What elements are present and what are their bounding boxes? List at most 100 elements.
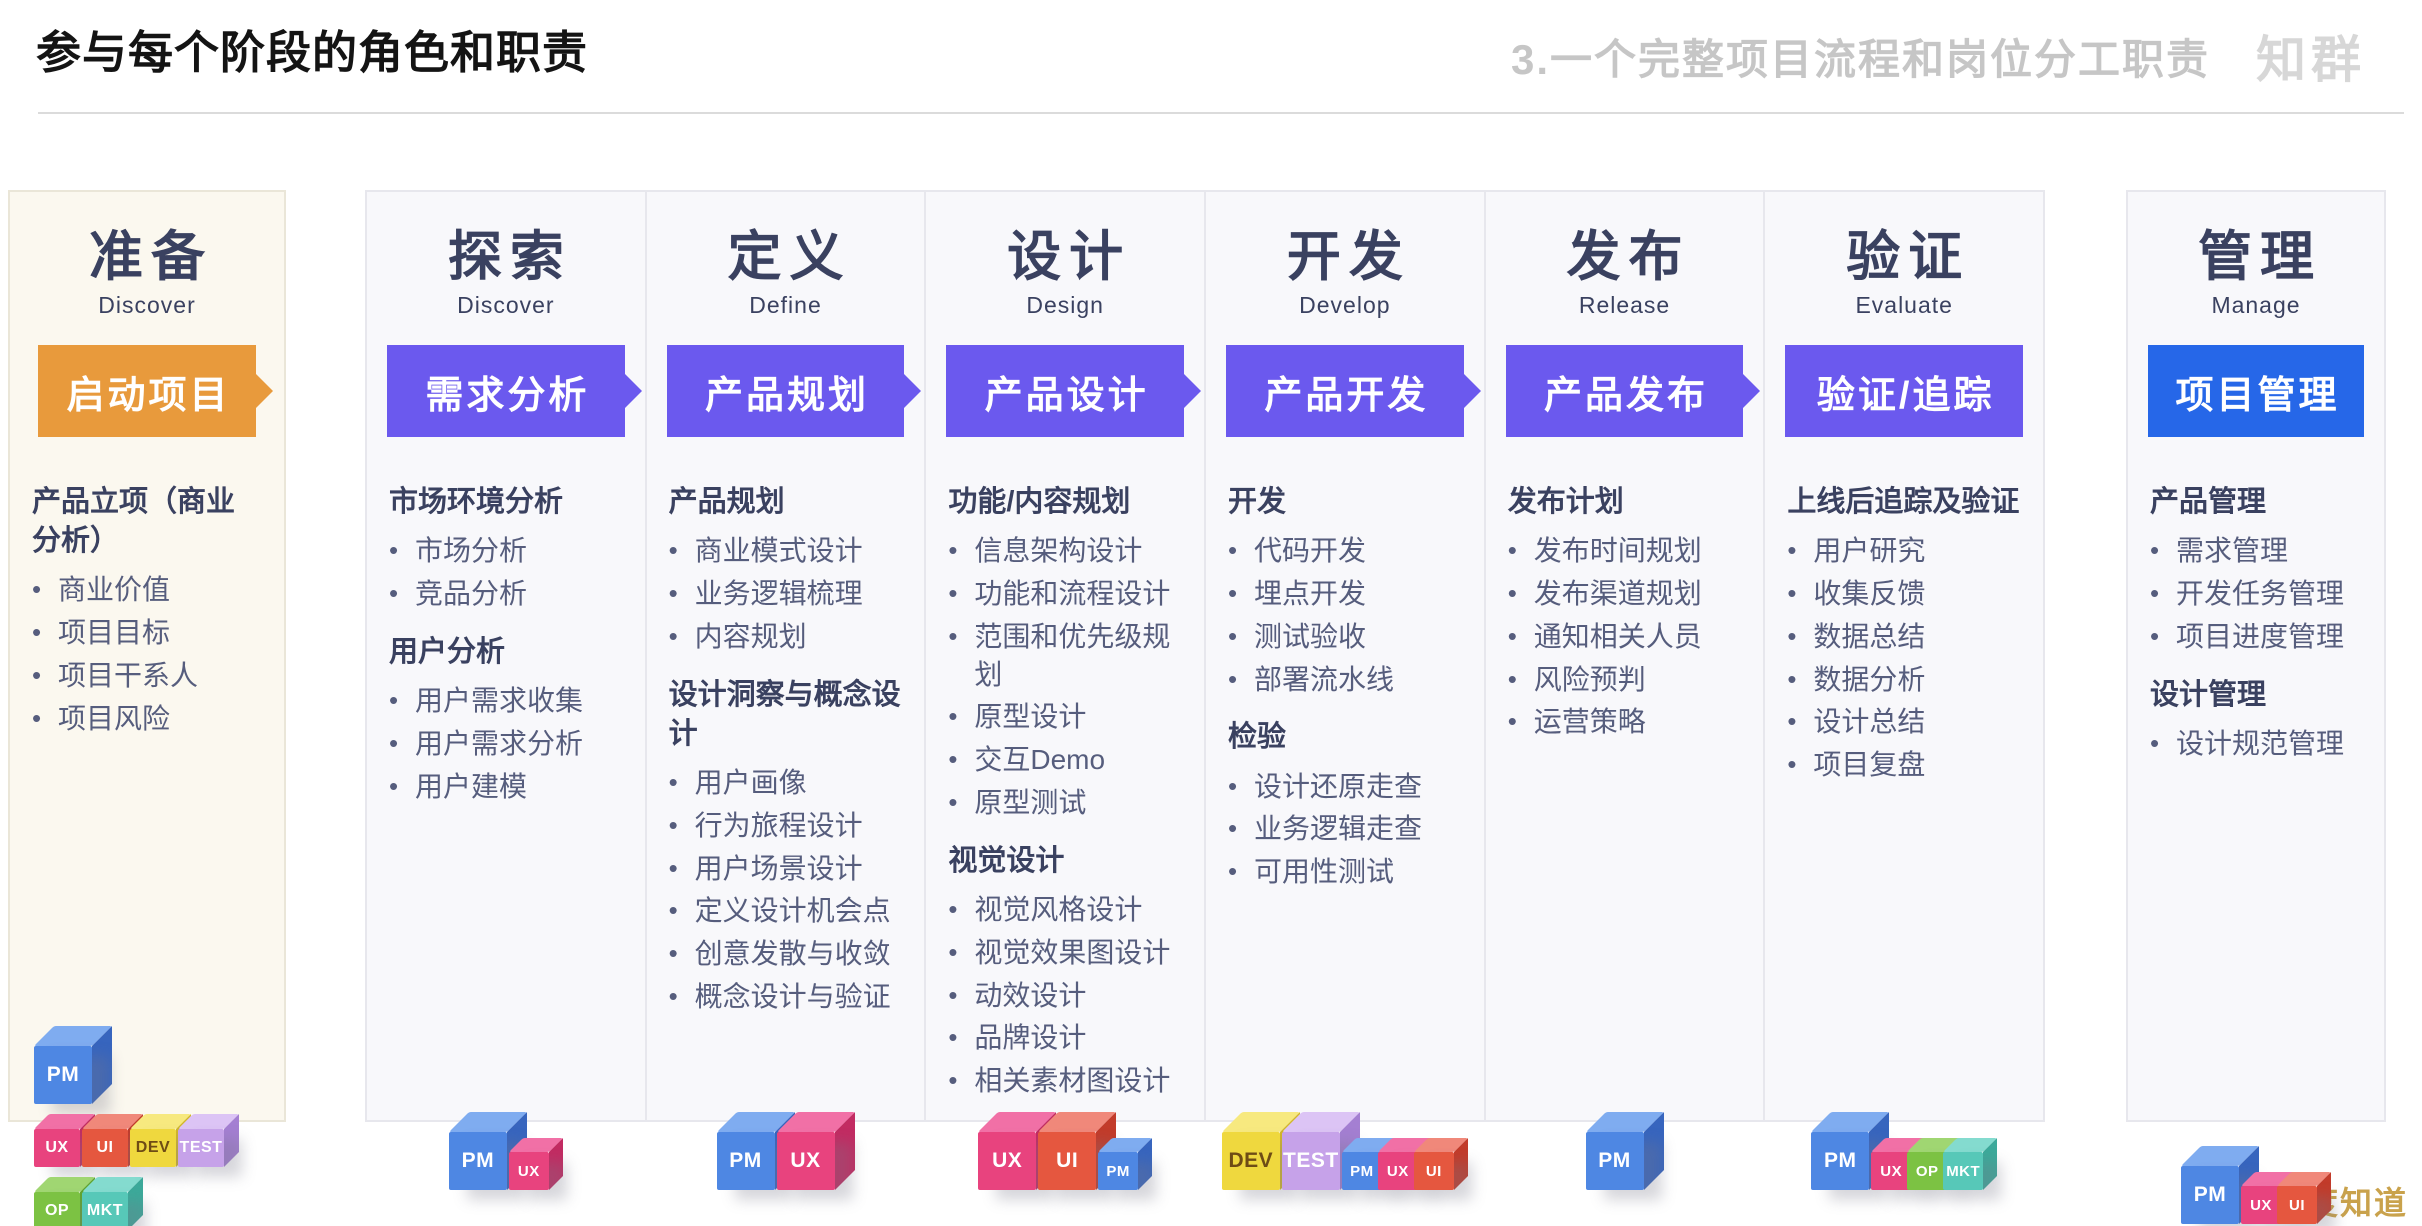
task-item-text: 创意发散与收敛 [694, 938, 891, 970]
phase-title: 发布 [1566, 227, 1691, 287]
task-item: • 定义设计机会点 [669, 892, 903, 930]
task-sections: 产品规划 • 商业模式设计 • 业务逻辑梳理 • 内容规划 设计洞察与概念设计 • 用户画像 • 行为… [647, 483, 925, 1016]
phase-title: 准备 [89, 227, 213, 287]
task-item-text: 项目复盘 [1813, 749, 1926, 781]
role-cube-ui: UI [1038, 1112, 1117, 1190]
bullet-icon: • [948, 578, 958, 609]
role-cubes: PM UX UI [2128, 1146, 2384, 1224]
role-cube-op: OP [34, 1177, 95, 1226]
bullet-icon: • [389, 727, 399, 758]
phase-banner-label: 需求分析 [425, 374, 590, 417]
role-cube-label: DEV [1228, 1149, 1274, 1172]
task-item: • 信息架构设计 [948, 532, 1182, 570]
bullet-icon: • [948, 936, 958, 967]
manage-card: 管理 Manage 项目管理 产品管理 • 需求管理 • 开发任务管理 • 项目进度管理 设计管理 •… [2126, 190, 2386, 1224]
cube-front-face: UI [2277, 1186, 2317, 1224]
bullet-icon: • [948, 535, 958, 566]
section-heading: 上线后追踪及验证 [1787, 486, 2020, 519]
cube-front-face: TEST [178, 1129, 224, 1167]
bullet-icon: • [1787, 620, 1797, 651]
section-heading: 发布计划 [1507, 486, 1624, 519]
phase-title: 探索 [447, 227, 572, 287]
phase-column-prepare: 准备 Discover 启动项目 产品立项（商业分析） • 商业价值 • 项目目标 • 项目干系人… [10, 226, 284, 1226]
task-item: • 市场分析 [389, 532, 623, 570]
task-list: • 用户画像 • 行为旅程设计 • 用户场景设计 • 定义设计机会点 • 创意发散与收敛 • 概念设计… [669, 764, 903, 1016]
phase-column-explore: 探索 Discover 需求分析 市场环境分析 • 市场分析 • 竞品分析 用户分析 • 用户需求收… [367, 192, 647, 1190]
role-cube-pm: PM [716, 1112, 795, 1190]
task-item: • 用户场景设计 [669, 850, 903, 888]
bullet-icon: • [2150, 578, 2160, 609]
task-item: • 内容规划 [669, 618, 903, 656]
role-cube-row: OP MKT [34, 1177, 143, 1226]
bullet-icon: • [1228, 813, 1238, 844]
role-cube-ux: UX [1377, 1138, 1432, 1190]
role-cube-label: UI [96, 1139, 114, 1156]
task-item-text: 设计规范管理 [2176, 727, 2345, 759]
phase-banner-label: 项目管理 [2175, 374, 2340, 417]
task-item: • 范围和优先级规划 [948, 618, 1182, 694]
role-cube-label: UI [1056, 1149, 1079, 1172]
task-item-text: 收集反馈 [1813, 578, 1926, 610]
role-cube-row: PM UX [448, 1112, 563, 1190]
phase-column-define: 定义 Define 产品规划 产品规划 • 商业模式设计 • 业务逻辑梳理 • 内容规划 设计洞察与… [647, 192, 927, 1190]
bullet-icon: • [668, 895, 678, 926]
task-item: • 数据分析 [1787, 661, 2021, 699]
task-item-text: 通知相关人员 [1533, 620, 1702, 652]
task-item: • 收集反馈 [1787, 575, 2021, 613]
task-item: • 用户建模 [389, 768, 623, 806]
bullet-icon: • [1507, 706, 1517, 737]
task-item-text: 交互Demo [974, 744, 1106, 776]
task-item-text: 内容规划 [694, 620, 807, 652]
task-item-text: 视觉效果图设计 [974, 936, 1171, 968]
role-cube-label: UI [2289, 1196, 2305, 1214]
cube-front-face: PM [1098, 1152, 1139, 1190]
role-cube-label: MKT [86, 1202, 124, 1219]
task-item-text: 用户需求收集 [415, 684, 584, 716]
task-item: • 动效设计 [948, 977, 1182, 1015]
task-list: • 用户研究 • 收集反馈 • 数据总结 • 数据分析 • 设计总结 • 项目复盘 [1787, 532, 2021, 784]
cube-front-face: UX [1871, 1152, 1912, 1190]
role-cube-op: OP [1907, 1138, 1962, 1190]
role-cube-label: PM [461, 1149, 495, 1172]
bullet-icon: • [32, 659, 42, 690]
phase-subtitle-en: Discover [98, 292, 196, 319]
task-item-text: 业务逻辑梳理 [694, 578, 863, 610]
role-cube-test: TEST [1281, 1112, 1360, 1190]
bullet-icon: • [1787, 663, 1797, 694]
bullet-icon: • [948, 1065, 958, 1096]
task-item-text: 品牌设计 [974, 1022, 1087, 1054]
phase-subtitle-en: Design [1026, 292, 1104, 319]
task-item: • 用户需求收集 [389, 682, 623, 720]
task-sections: 上线后追踪及验证 • 用户研究 • 收集反馈 • 数据总结 • 数据分析 • 设计总结 • 项目复盘 [1765, 483, 2043, 784]
task-item: • 品牌设计 [948, 1019, 1182, 1057]
task-item-text: 用户场景设计 [694, 852, 863, 884]
role-cube-label: PM [1106, 1162, 1130, 1180]
role-cube-label: DEV [135, 1139, 171, 1156]
cube-front-face: UX [34, 1129, 80, 1167]
bullet-icon: • [668, 620, 678, 651]
task-item-text: 需求管理 [2176, 535, 2289, 567]
section-heading: 产品规划 [668, 486, 785, 519]
cube-front-face: PM [1811, 1132, 1870, 1190]
role-cubes: UX UI PM [926, 1112, 1204, 1190]
bullet-icon: • [948, 979, 958, 1010]
bullet-icon: • [2150, 535, 2160, 566]
role-cube-pm: PM [2181, 1146, 2259, 1224]
phase-banner: 验证/追踪 [1785, 345, 2024, 438]
bullet-icon: • [668, 766, 678, 797]
role-cubes: DEV TEST PM UX UI [1206, 1112, 1484, 1190]
cube-front-face: UI [1413, 1152, 1454, 1190]
task-item-text: 项目目标 [58, 617, 171, 649]
cube-front-face: PM [2181, 1166, 2239, 1224]
role-cube-test: TEST [178, 1114, 239, 1167]
cube-front-face: UX [978, 1132, 1037, 1190]
phase-title: 定义 [727, 227, 852, 287]
role-cube-pm: PM [34, 1026, 112, 1104]
phase-banner: 产品规划 [666, 345, 905, 438]
task-item: • 埋点开发 [1228, 575, 1462, 613]
task-item: • 视觉风格设计 [948, 891, 1182, 929]
task-list: • 设计规范管理 [2150, 725, 2362, 763]
role-cube-ux: UX [508, 1138, 563, 1190]
phase-banner: 项目管理 [2148, 345, 2364, 438]
bullet-icon: • [1228, 620, 1238, 651]
